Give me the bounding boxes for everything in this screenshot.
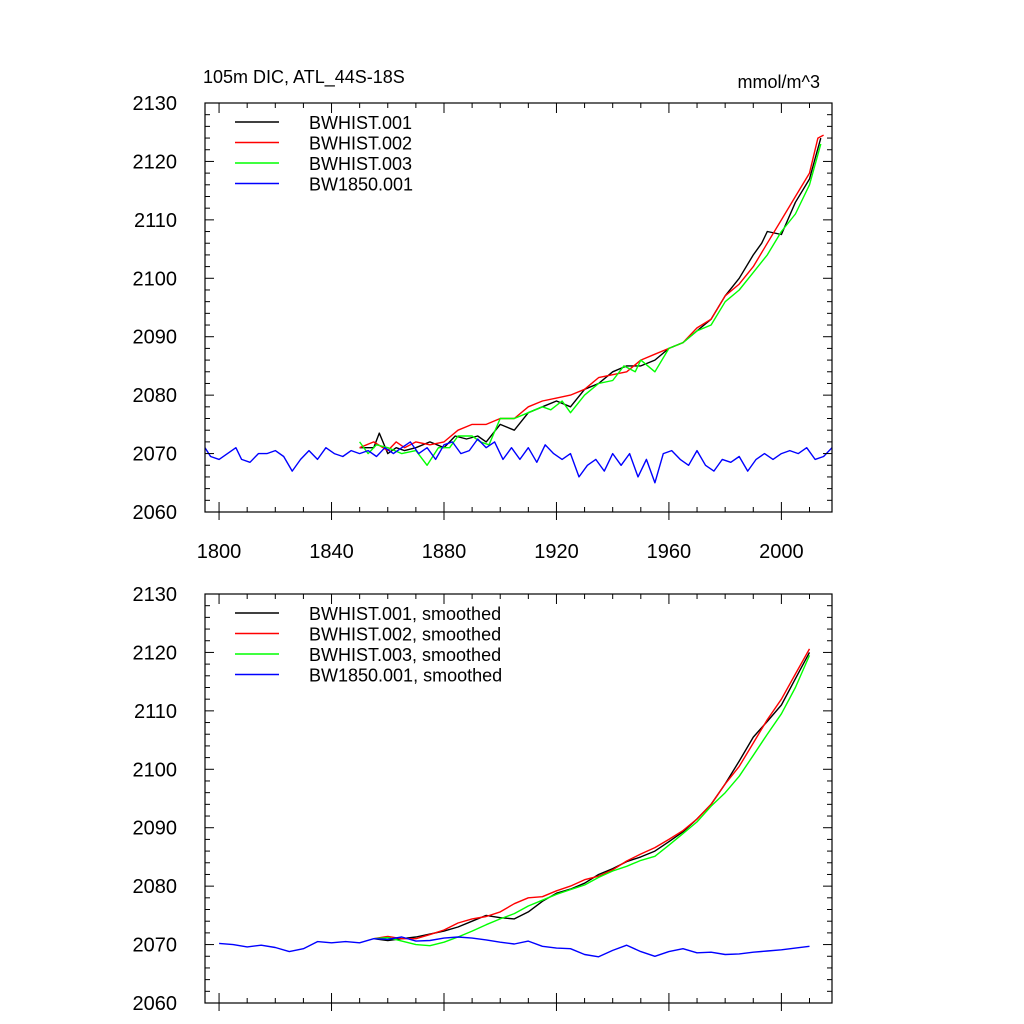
y-tick-label: 2100: [133, 268, 178, 290]
legend-label: BW1850.001, smoothed: [309, 666, 502, 686]
series-line-bw1850-001: [204, 438, 833, 484]
y-tick-label: 2130: [133, 93, 178, 115]
y-tick-label: 2090: [133, 327, 178, 349]
x-tick-label: 1880: [422, 541, 467, 563]
y-tick-label: 2080: [133, 876, 178, 898]
x-tick-label: 1920: [534, 541, 579, 563]
y-tick-label: 2070: [133, 935, 178, 957]
legend-label: BWHIST.002, smoothed: [309, 625, 501, 645]
legend-label: BW1850.001: [309, 175, 413, 195]
series-line-bw1850-001-smoothed: [219, 936, 810, 958]
units-label: mmol/m^3: [738, 72, 820, 92]
series-line-bwhist-002: [359, 134, 824, 452]
legend-label: BWHIST.001, smoothed: [309, 604, 501, 624]
y-tick-label: 2120: [133, 642, 178, 664]
legend-label: BWHIST.003, smoothed: [309, 645, 501, 665]
plot-frame: [204, 102, 833, 513]
y-tick-label: 2110: [134, 210, 177, 232]
legend-label: BWHIST.001: [309, 113, 412, 133]
series-line-bwhist-003: [359, 143, 822, 466]
x-tick-label: 1960: [647, 541, 692, 563]
series-line-bwhist-002-smoothed: [373, 648, 811, 940]
series-line-bwhist-001: [359, 137, 822, 455]
plot-frame: [204, 593, 833, 1004]
x-tick-label: 2000: [759, 541, 804, 563]
y-tick-label: 2090: [133, 818, 178, 840]
series-line-bwhist-001-smoothed: [373, 652, 811, 942]
series-line-bwhist-003-smoothed: [373, 655, 811, 947]
y-tick-label: 2130: [133, 584, 178, 606]
y-tick-label: 2110: [134, 701, 177, 723]
bottom-panel: 2060 2070 2080 2090 2100 2110 2120 2130 BWHIST.0…: [133, 584, 833, 1015]
y-tick-label: 2060: [133, 993, 178, 1015]
x-tick-label: 1840: [309, 541, 354, 563]
top-panel: 2060 2070 2080 2090 2100 2110 2120 2130 1800 1840…: [133, 93, 833, 563]
legend-label: BWHIST.002: [309, 134, 412, 154]
chart-title: 105m DIC, ATL_44S-18S: [203, 67, 405, 88]
y-tick-label: 2070: [133, 444, 178, 466]
y-tick-label: 2060: [133, 502, 178, 524]
x-tick-label: 1800: [197, 541, 242, 563]
y-tick-label: 2120: [133, 151, 178, 173]
legend-label: BWHIST.003: [309, 154, 412, 174]
y-tick-label: 2100: [133, 759, 178, 781]
y-tick-label: 2080: [133, 385, 178, 407]
